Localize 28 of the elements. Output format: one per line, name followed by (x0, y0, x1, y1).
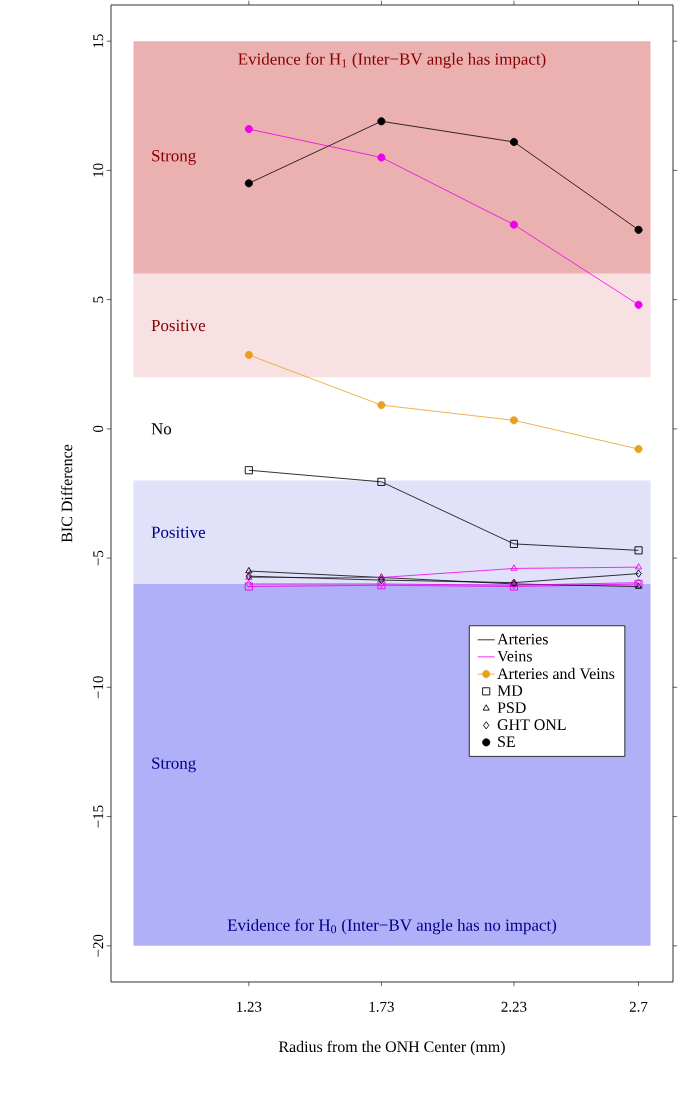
y-tick-label: −20 (93, 934, 104, 957)
band-label: Positive (151, 526, 206, 538)
annotation: Evidence for H$_{0}$ (Inter−BV angle has no impact) (227, 918, 557, 935)
legend-label: Veins (497, 650, 533, 662)
band-label: Strong (152, 150, 197, 165)
band-label: Positive (151, 319, 206, 332)
legend-label: Arteries and Veins (497, 667, 615, 680)
y-tick-label: 0 (93, 425, 104, 433)
annotation: Evidence for H$_{1}$ (Inter−BV angle has impact) (238, 52, 546, 69)
x-tick-label: 1.23 (237, 1001, 262, 1012)
y-tick-label: −15 (93, 805, 104, 828)
y-tick-label: 10 (93, 163, 104, 177)
legend-label: SE (498, 736, 516, 748)
legend-label: GHT ONL (497, 719, 566, 731)
legend-label: PSD (497, 702, 526, 714)
legend-label: Arteries (497, 633, 549, 645)
y-tick-label: −10 (93, 676, 104, 699)
y-tick-label: 15 (93, 34, 104, 48)
x-tick-label: 2.7 (630, 1001, 648, 1012)
y-axis-title: BIC Difference (61, 444, 73, 543)
band-label: Strong (152, 757, 197, 773)
legend-label: MD (497, 685, 523, 696)
x-tick-label: 2.23 (501, 1001, 527, 1012)
y-tick-label: −5 (93, 550, 104, 566)
x-tick-label: 1.73 (369, 1001, 395, 1012)
annotation: No (151, 423, 172, 435)
y-tick-label: 5 (93, 296, 104, 303)
x-axis-title: Radius from the ONH Center (mm) (279, 1040, 506, 1056)
